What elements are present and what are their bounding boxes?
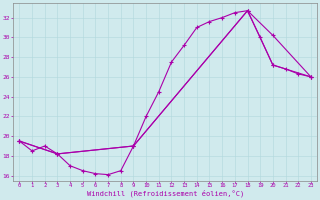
- X-axis label: Windchill (Refroidissement éolien,°C): Windchill (Refroidissement éolien,°C): [86, 190, 244, 197]
